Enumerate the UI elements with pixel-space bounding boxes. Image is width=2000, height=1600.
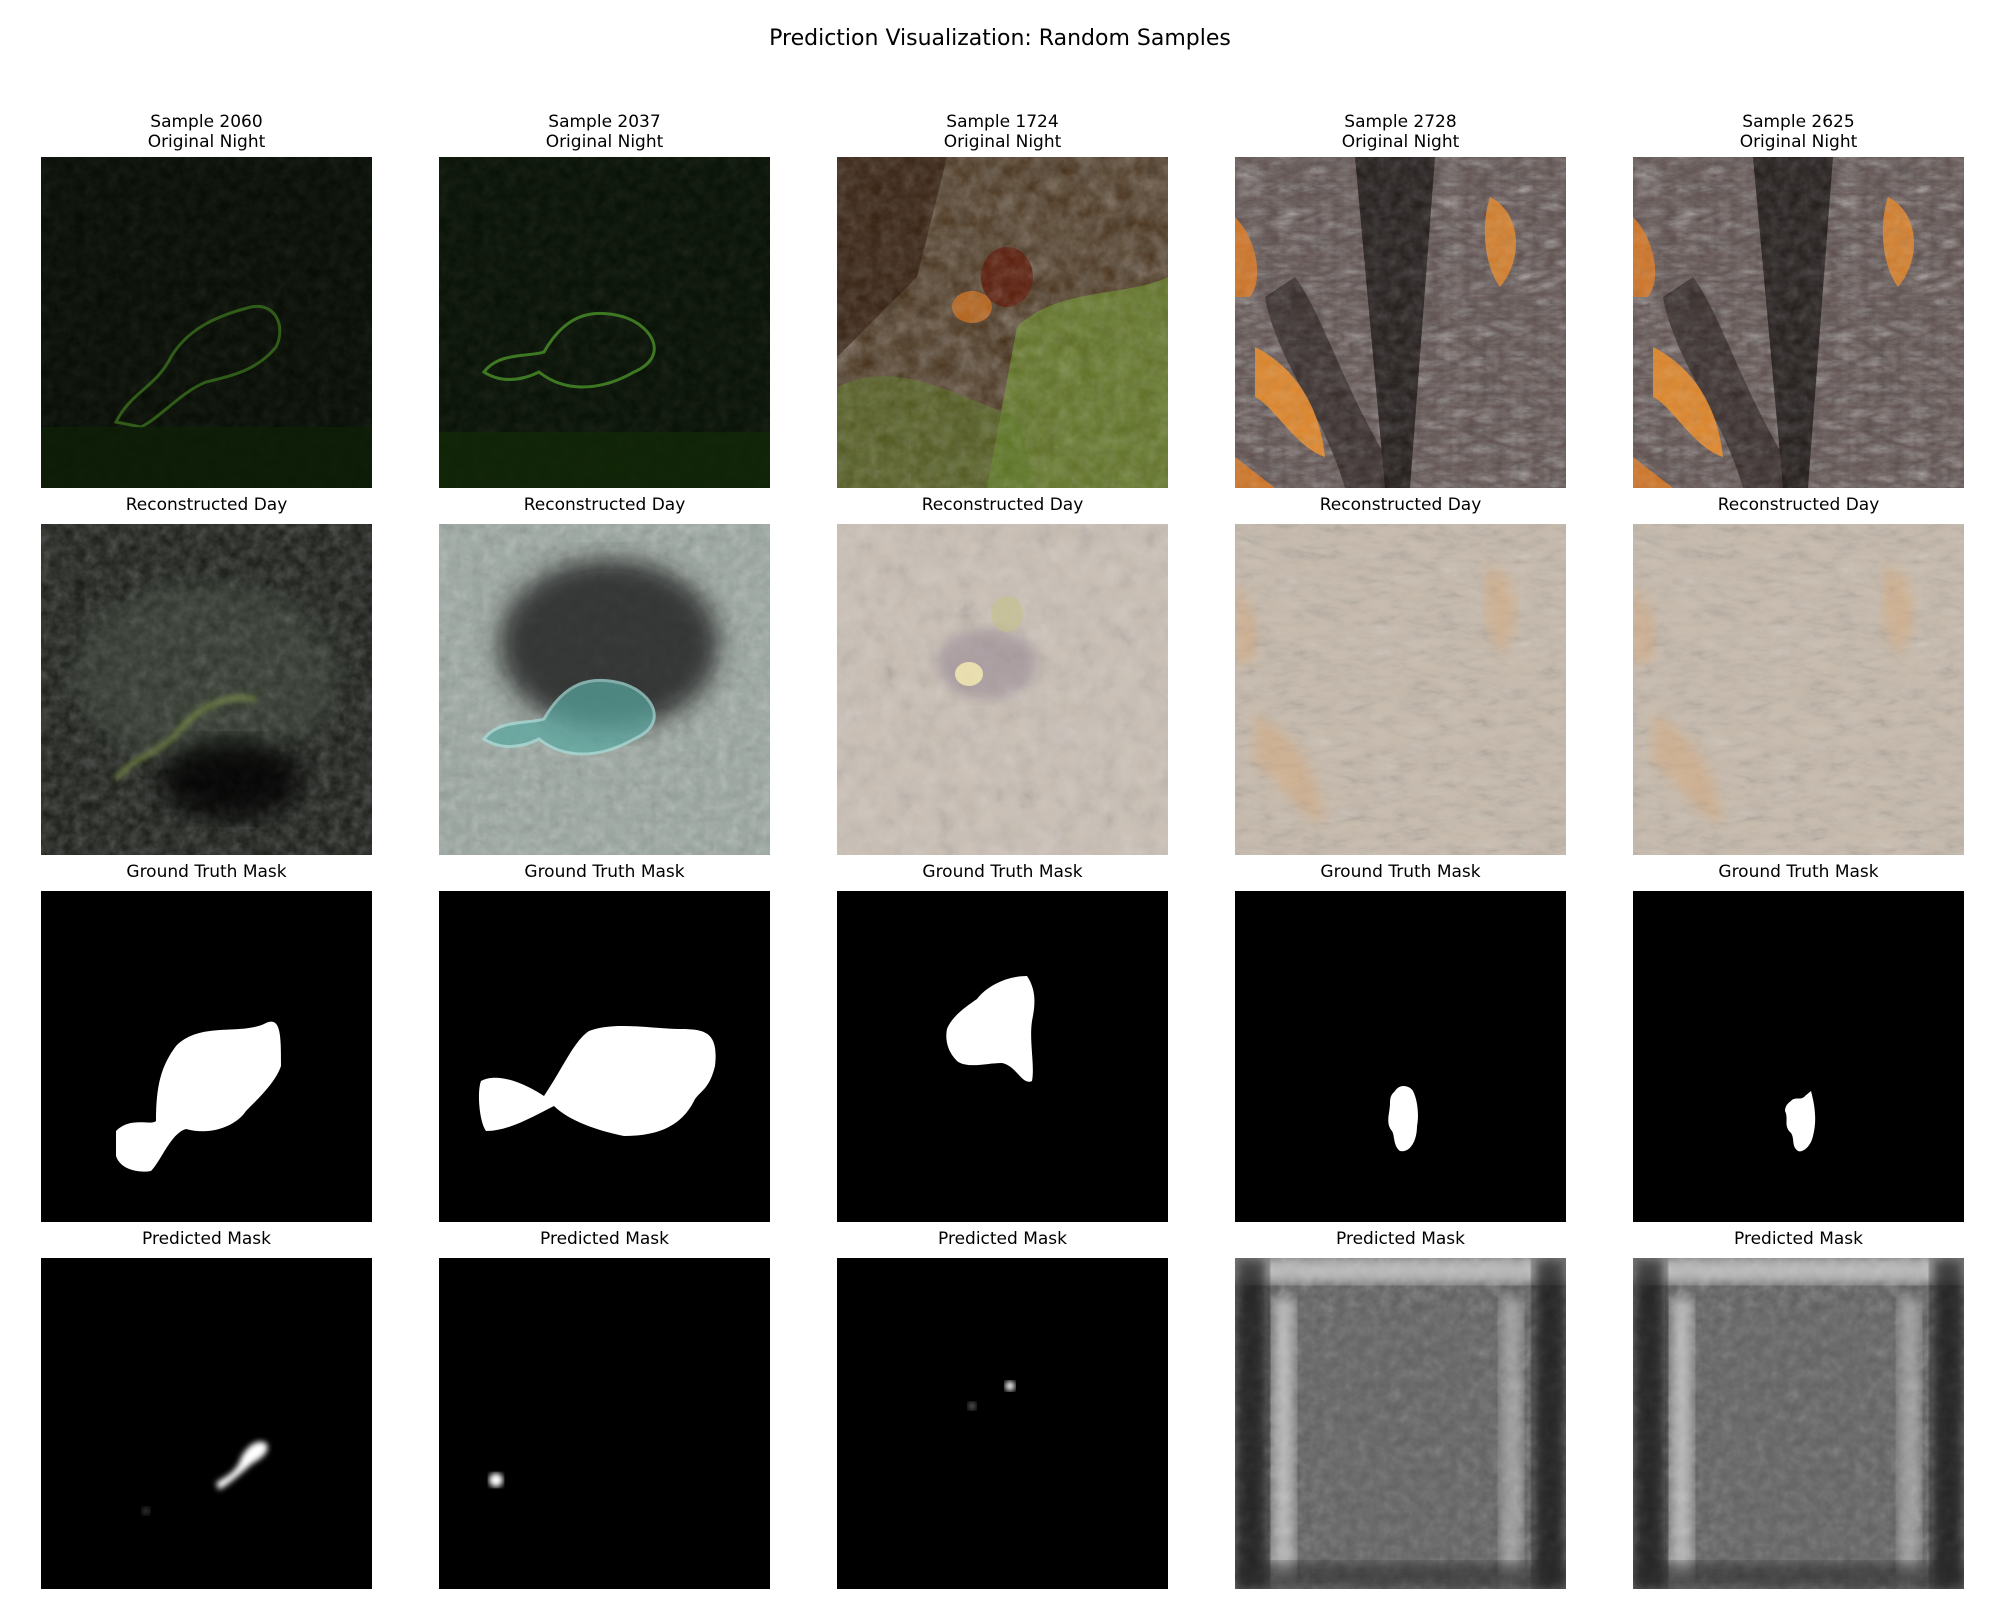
sample-1-ground-truth-image [41, 891, 372, 1222]
sample-1-original-image [41, 157, 372, 488]
sample-4-original-image [1235, 157, 1566, 488]
sample-5-ground-truth-title: Ground Truth Mask [1718, 862, 1879, 882]
sample-1-reconstructed-image [41, 524, 372, 855]
sample-3-predicted-image [837, 1258, 1168, 1589]
sample-2-ground-truth-image [439, 891, 770, 1222]
sample-2-predicted-title: Predicted Mask [540, 1229, 669, 1249]
sample-2-original-image [439, 157, 770, 488]
sample-5-original-image [1633, 157, 1964, 488]
sample-4-original-title: Original Night [1341, 132, 1460, 152]
sample-4-reconstructed-image [1235, 524, 1566, 855]
sample-5-ground-truth-image [1633, 891, 1964, 1222]
sample-4-ground-truth-image [1235, 891, 1566, 1222]
sample-3-ground-truth-title: Ground Truth Mask [922, 862, 1083, 882]
sample-1-predicted-image [41, 1258, 372, 1589]
sample-4-label: Sample 2728 [1344, 112, 1457, 132]
sample-4-predicted-image [1235, 1258, 1566, 1589]
sample-2-ground-truth-title: Ground Truth Mask [524, 862, 685, 882]
sample-5-predicted-image [1633, 1258, 1964, 1589]
sample-4-reconstructed-title: Reconstructed Day [1319, 495, 1482, 515]
sample-1-label: Sample 2060 [150, 112, 263, 132]
sample-3-reconstructed-title: Reconstructed Day [921, 495, 1084, 515]
sample-2-reconstructed-title: Reconstructed Day [523, 495, 686, 515]
sample-3-original-title: Original Night [943, 132, 1062, 152]
sample-3-original-image [837, 157, 1168, 488]
sample-3-ground-truth-image [837, 891, 1168, 1222]
sample-4-ground-truth-title: Ground Truth Mask [1320, 862, 1481, 882]
sample-5-label: Sample 2625 [1742, 112, 1855, 132]
sample-2-original-title: Original Night [545, 132, 664, 152]
sample-3-predicted-title: Predicted Mask [938, 1229, 1067, 1249]
sample-3-label: Sample 1724 [946, 112, 1059, 132]
sample-1-predicted-title: Predicted Mask [142, 1229, 271, 1249]
sample-5-reconstructed-image [1633, 524, 1964, 855]
sample-5-reconstructed-title: Reconstructed Day [1717, 495, 1880, 515]
sample-2-reconstructed-image [439, 524, 770, 855]
sample-1-ground-truth-title: Ground Truth Mask [126, 862, 287, 882]
sample-1-original-title: Original Night [147, 132, 266, 152]
sample-4-predicted-title: Predicted Mask [1336, 1229, 1465, 1249]
sample-5-original-title: Original Night [1739, 132, 1858, 152]
sample-3-reconstructed-image [837, 524, 1168, 855]
sample-2-predicted-image [439, 1258, 770, 1589]
sample-1-reconstructed-title: Reconstructed Day [125, 495, 288, 515]
sample-2-label: Sample 2037 [548, 112, 661, 132]
sample-5-predicted-title: Predicted Mask [1734, 1229, 1863, 1249]
figure-title: Prediction Visualization: Random Samples [769, 26, 1231, 51]
